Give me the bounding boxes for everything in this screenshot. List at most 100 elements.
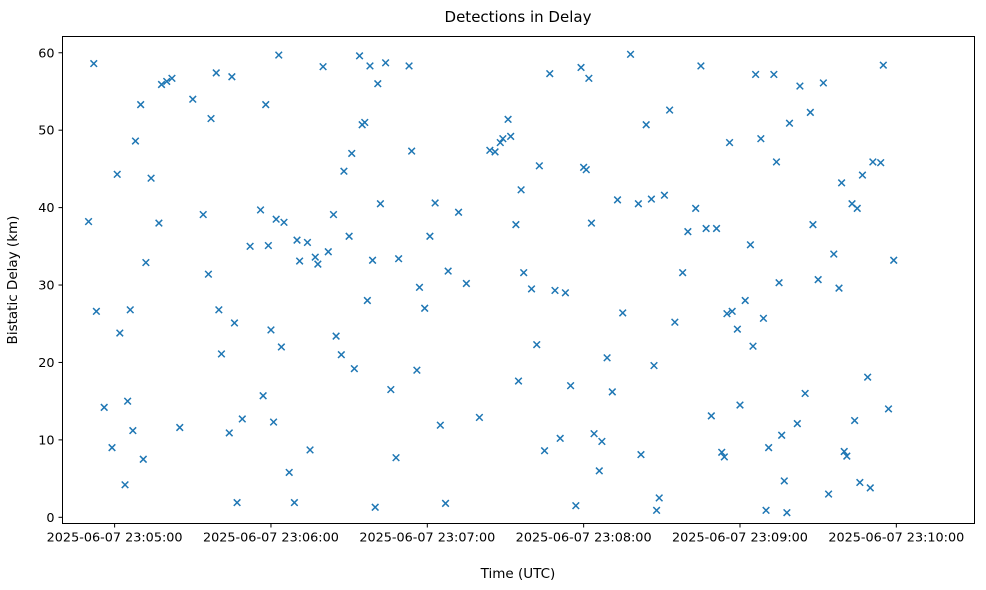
y-tick-label: 0 [46,511,54,526]
y-axis-ticks: 0 10 20 30 40 50 60 [38,46,63,526]
scatter-marker [626,50,635,59]
scatter-marker [199,210,208,219]
scatter-marker [866,484,875,492]
scatter-marker [829,250,838,258]
scatter-marker [126,305,135,314]
scatter-marker [772,158,781,166]
scatter-marker [697,62,705,70]
scatter-marker [368,256,377,265]
scatter-marker [228,72,236,81]
scatter-marker [340,167,348,176]
scatter-marker [793,419,802,428]
scatter-marker [212,69,221,77]
scatter-marker [319,62,327,71]
scatter-marker [426,232,434,241]
y-tick-label: 50 [38,124,54,139]
scatter-marker [162,77,171,86]
scatter-marker [415,283,424,292]
x-tick-label: 2025-06-07 23:10:00 [828,531,964,546]
scatter-marker [123,397,132,405]
scatter-marker [261,100,270,109]
scatter-marker [293,236,301,244]
scatter-marker [702,224,710,233]
scatter-marker [749,342,757,351]
scatter-marker [332,332,340,340]
scatter-marker [259,391,267,400]
scatter-marker [207,114,215,123]
scatter-marker [290,498,299,507]
scatter-marker [394,254,403,263]
scatter-marker [850,416,859,425]
scatter-marker [108,443,116,452]
scatter-marker [746,240,755,249]
scatter-marker [486,146,494,155]
scatter-marker [407,147,416,155]
scatter-marker [371,503,380,512]
scatter-marker [853,204,862,213]
scatter-marker [475,413,484,422]
scatter-marker [759,314,768,323]
scatter-marker [532,340,541,349]
scatter-marker [100,403,109,412]
scatter-marker [233,498,241,507]
y-tick-label: 30 [38,279,54,294]
scatter-marker [420,304,429,313]
scatter-marker [598,437,606,446]
scatter-marker [733,325,742,333]
scatter-marker [363,296,372,305]
scatter-marker [577,63,585,72]
scatter-marker [113,170,122,179]
scatter-marker [381,58,390,67]
scatter-marker [725,138,734,147]
scatter-marker [269,418,278,426]
scatter-marker [519,268,528,277]
scatter-marker [780,477,789,485]
scatter-marker [783,508,791,517]
scatter-marker [142,258,150,267]
scatter-marker [785,119,794,128]
scatter-marker [884,405,893,413]
y-tick-label: 20 [38,356,54,371]
scatter-marker [707,412,716,420]
scatter-marker [431,199,439,207]
scatter-marker [514,377,523,385]
scatter-marker [712,224,721,233]
scatter-marker [392,453,400,462]
scatter-marker [324,247,333,256]
scatter-marker [376,199,385,208]
scatter-marker [115,329,124,337]
scatter-marker [762,506,770,515]
x-tick-label: 2025-06-07 23:05:00 [47,531,183,546]
scatter-marker [652,506,661,515]
scatter-marker [796,82,804,90]
scatter-marker [587,219,596,227]
scatter-marker [571,501,580,510]
scatter-marker [295,257,304,265]
scatter-marker [775,278,783,287]
scatter-marker [175,423,184,432]
scatter-marker [837,179,846,187]
scatter-marker [280,218,288,227]
scatter-marker [462,279,471,288]
scatter-marker [660,191,669,200]
scatter-marker [454,208,463,217]
scatter-marker [889,256,898,265]
scatter-marker [618,309,627,317]
scatter-marker [856,478,864,487]
scatter-marker [157,80,166,89]
scatter-marker [238,415,247,423]
scatter-marker [155,219,163,227]
scatter-marker [272,215,280,224]
scatter-marker [655,494,664,502]
scatter-marker [256,206,265,214]
scatter-marker [642,120,651,129]
x-axis-ticks: 2025-06-07 23:05:00 2025-06-07 23:06:00 20… [47,523,964,546]
scatter-marker [506,132,515,141]
scatter-marker [215,305,223,314]
scatter-marker [360,118,369,127]
scatter-marker [386,385,395,394]
scatter-marker [311,253,320,261]
scatter-marker [879,61,888,69]
scatter-marker [405,62,413,70]
